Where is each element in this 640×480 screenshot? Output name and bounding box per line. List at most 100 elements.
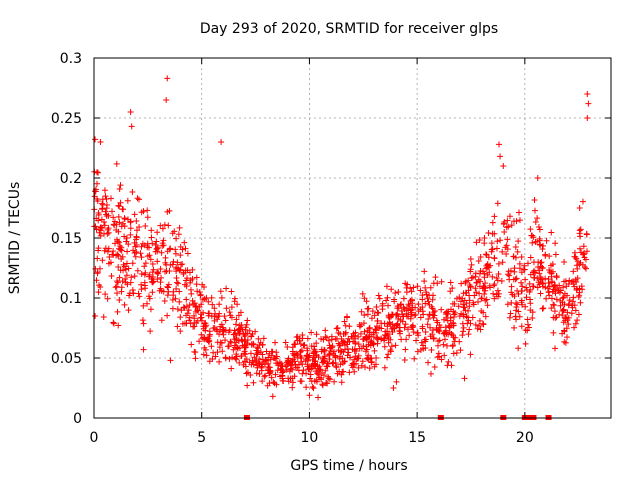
data-point: [560, 319, 567, 326]
data-point: [203, 294, 210, 301]
data-point: [494, 200, 501, 207]
data-point: [481, 291, 488, 298]
data-point: [138, 254, 145, 261]
data-point: [105, 225, 112, 232]
data-point: [238, 353, 245, 360]
data-point: [561, 259, 568, 266]
data-point: [529, 239, 536, 246]
data-point: [473, 279, 480, 286]
data-point: [279, 372, 286, 379]
data-point: [326, 351, 333, 358]
data-point: [319, 381, 326, 388]
data-point: [131, 239, 138, 246]
data-point: [255, 335, 262, 342]
data-point: [479, 320, 486, 327]
data-point: [422, 329, 429, 336]
data-point: [157, 265, 164, 272]
data-point: [256, 360, 263, 367]
x-tick-label: 15: [408, 430, 426, 446]
data-point: [328, 333, 335, 340]
data-point: [508, 222, 515, 229]
data-point: [441, 352, 448, 359]
data-point: [341, 358, 348, 365]
data-point: [382, 332, 389, 339]
data-point: [116, 297, 123, 304]
data-point: [355, 333, 362, 340]
data-point: [518, 279, 525, 286]
data-point: [458, 310, 465, 317]
data-point: [459, 320, 466, 327]
data-point: [319, 355, 326, 362]
data-point: [228, 365, 235, 372]
data-point: [469, 314, 476, 321]
data-point: [209, 301, 216, 308]
data-point: [489, 246, 496, 253]
data-point: [104, 248, 111, 255]
data-point: [537, 242, 544, 249]
data-point: [242, 351, 249, 358]
data-point: [481, 274, 488, 281]
data-point: [175, 265, 182, 272]
data-point: [169, 296, 176, 303]
data-point: [538, 263, 545, 270]
data-point: [186, 314, 193, 321]
data-point: [236, 328, 243, 335]
data-point: [498, 278, 505, 285]
data-point: [226, 327, 233, 334]
data-point: [545, 289, 552, 296]
data-point: [521, 266, 528, 273]
data-point: [397, 317, 404, 324]
data-point: [299, 335, 306, 342]
data-point: [260, 335, 267, 342]
data-point: [266, 370, 273, 377]
y-tick-label: 0.05: [51, 351, 82, 367]
data-point: [228, 304, 235, 311]
data-point: [419, 323, 426, 330]
data-point: [471, 292, 478, 299]
data-point: [198, 314, 205, 321]
data-point: [214, 339, 221, 346]
data-point: [552, 240, 559, 247]
data-point: [504, 236, 511, 243]
data-point: [282, 363, 289, 370]
data-point: [534, 284, 541, 291]
data-point: [259, 361, 266, 368]
data-point: [100, 313, 107, 320]
data-point: [550, 329, 557, 336]
data-point: [480, 268, 487, 275]
data-point: [183, 303, 190, 310]
data-point: [200, 309, 207, 316]
data-point-outlier: [128, 123, 135, 130]
data-point: [220, 326, 227, 333]
data-point: [134, 267, 141, 274]
data-point: [395, 315, 402, 322]
data-point: [163, 268, 170, 275]
data-point: [459, 295, 466, 302]
data-point: [336, 353, 343, 360]
data-point: [282, 339, 289, 346]
data-point: [303, 384, 310, 391]
data-point: [573, 287, 580, 294]
data-point: [457, 298, 464, 305]
data-point: [577, 226, 584, 233]
data-point: [527, 307, 534, 314]
data-point: [323, 334, 330, 341]
data-point: [324, 380, 331, 387]
data-point-outlier: [218, 139, 225, 145]
data-point: [429, 296, 436, 303]
data-point: [430, 309, 437, 316]
data-point: [115, 264, 122, 271]
data-point: [118, 284, 125, 291]
data-point: [466, 292, 473, 299]
data-point: [364, 311, 371, 318]
data-point: [385, 302, 392, 309]
data-point: [244, 317, 251, 324]
data-point: [359, 336, 366, 343]
data-point: [397, 328, 404, 335]
data-point: [482, 313, 489, 320]
data-point: [494, 238, 501, 245]
data-point: [162, 268, 169, 275]
data-point: [545, 279, 552, 286]
data-point: [321, 347, 328, 354]
data-point: [351, 361, 358, 368]
